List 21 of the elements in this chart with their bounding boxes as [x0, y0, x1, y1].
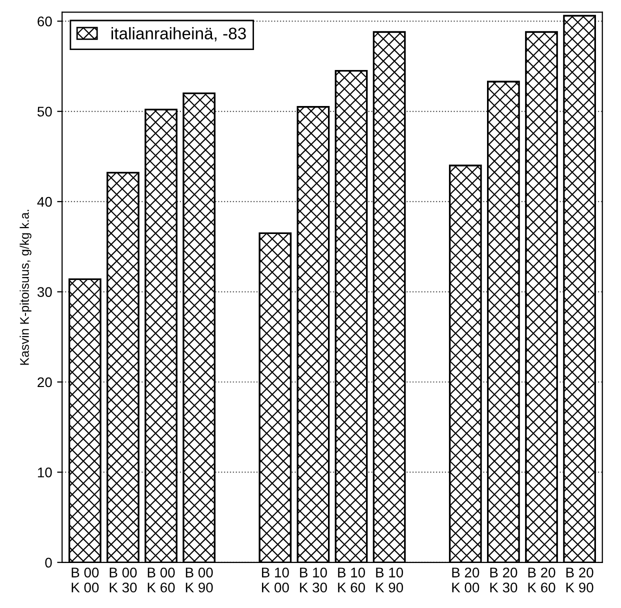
y-tick-label: 20: [38, 377, 52, 388]
x-tick-label: B 00 K 90: [186, 568, 213, 592]
x-tick-label: B 20 K 90: [566, 568, 594, 592]
y-tick-label: 10: [38, 468, 52, 478]
x-tick-label: B 10 K 90: [376, 568, 404, 592]
y-tick-label: 0: [45, 558, 52, 568]
x-tick-label: B 20 K 00: [452, 568, 480, 592]
y-tick-label: 60: [38, 16, 52, 26]
x-tick-label: B 20 K 60: [528, 568, 556, 592]
y-tick-label: 30: [37, 287, 52, 297]
x-tick-label: B 00 K 60: [148, 568, 175, 592]
x-tick-label: B 10 K 60: [338, 568, 365, 592]
y-tick-label: 40: [37, 196, 52, 207]
x-tick-label: B 00 K 00: [72, 568, 99, 592]
y-tick-label: 50: [37, 106, 52, 117]
x-tick-label: B 10 K 00: [262, 568, 289, 592]
x-tick-label: B 20 K 30: [490, 568, 518, 592]
legend-label: italianraiheinä, -83: [112, 27, 246, 42]
x-tick-label: B 00 K 30: [110, 568, 137, 592]
x-tick-label: B 10 K 30: [300, 568, 327, 592]
y-axis-title: Kasvin K-pitoisuus, g/kg k.a.: [20, 210, 32, 365]
